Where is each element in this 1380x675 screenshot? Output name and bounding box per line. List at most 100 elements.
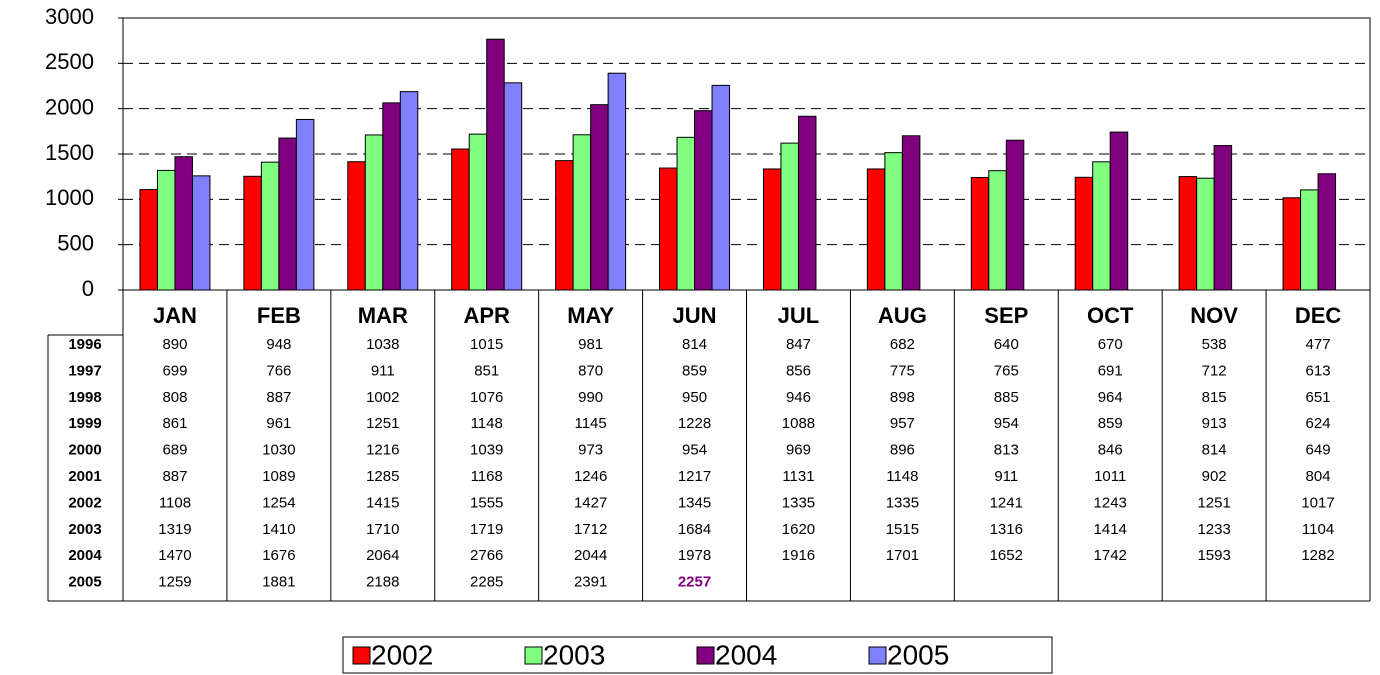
table-cell: 990 (578, 389, 603, 406)
table-cell: 851 (474, 362, 499, 379)
table-cell: 1015 (470, 336, 503, 353)
bar (555, 160, 574, 291)
bar (139, 189, 158, 291)
bar (243, 175, 262, 291)
table-cell: 1246 (574, 468, 607, 485)
table-cell: 846 (1098, 442, 1123, 459)
bar (866, 168, 886, 291)
row-label: 1998 (68, 389, 101, 406)
bar (347, 161, 366, 291)
table-cell: 691 (1098, 362, 1123, 379)
table-cell: 2064 (366, 547, 399, 564)
table-cell: 1620 (782, 521, 815, 538)
table-cell: 1684 (678, 521, 711, 538)
table-cell: 961 (266, 415, 291, 432)
bar (382, 102, 401, 291)
table-cell: 815 (1202, 389, 1227, 406)
table-cell: 1217 (678, 468, 711, 485)
table-cell: 1881 (262, 574, 295, 591)
table-cell: 1335 (782, 494, 815, 511)
x-tick-label: FEB (257, 303, 301, 328)
legend-swatch (524, 646, 543, 665)
table-cell: 1104 (1302, 521, 1334, 538)
table-cell: 1108 (159, 494, 191, 511)
y-tick-label: 1000 (45, 185, 94, 210)
table-cell: 1254 (262, 494, 295, 511)
table-cell: 640 (994, 336, 1019, 353)
row-label: 1996 (68, 336, 101, 353)
table-cell: 847 (786, 336, 811, 353)
table-cell: 973 (578, 442, 603, 459)
table-cell: 699 (162, 362, 187, 379)
bar (1213, 145, 1233, 291)
table-cell: 913 (1202, 415, 1227, 432)
bar (780, 142, 799, 291)
bar (451, 148, 470, 291)
table-cell: 954 (682, 442, 707, 459)
table-cell: 954 (994, 415, 1019, 432)
table-cell: 538 (1202, 336, 1227, 353)
table-cell: 1088 (782, 415, 815, 432)
bar (486, 38, 505, 291)
table-cell: 2285 (470, 574, 503, 591)
table-cell: 477 (1306, 336, 1331, 353)
table-cell: 689 (162, 442, 187, 459)
bar (1178, 176, 1198, 291)
bar (970, 176, 990, 291)
bar (694, 110, 713, 291)
row-label: 2002 (68, 494, 101, 511)
plot-area (122, 17, 1371, 291)
table-cell: 613 (1306, 362, 1331, 379)
y-tick-label: 0 (82, 276, 94, 301)
bar (1005, 139, 1025, 291)
bar (156, 169, 176, 291)
table-cell: 964 (1098, 389, 1123, 406)
table-cell: 1742 (1094, 547, 1127, 564)
table-cell: 1415 (366, 494, 399, 511)
table-cell: 2188 (366, 574, 399, 591)
table-cell: 1427 (574, 494, 607, 511)
table-cell: 1039 (470, 442, 503, 459)
table-cell: 651 (1306, 389, 1331, 406)
table-cell: 1089 (262, 468, 295, 485)
table-cell: 1515 (886, 521, 919, 538)
x-tick-label: JAN (153, 303, 197, 328)
table-cell: 1228 (678, 415, 711, 432)
x-tick-label: MAY (567, 303, 614, 328)
table-cell: 887 (266, 389, 291, 406)
table-cell: 969 (786, 442, 811, 459)
table-cell: 2257 (678, 574, 711, 591)
table-cell: 950 (682, 389, 707, 406)
table-cell: 1076 (470, 389, 503, 406)
table-cell: 814 (682, 336, 707, 353)
bar (468, 133, 488, 291)
table-cell: 859 (682, 362, 707, 379)
bar (399, 91, 419, 291)
table-cell: 1414 (1094, 521, 1127, 538)
table-cell: 1243 (1094, 494, 1127, 511)
table-cell: 1319 (158, 521, 191, 538)
row-label: 2003 (68, 521, 101, 538)
table-cell: 890 (162, 336, 187, 353)
table-cell: 775 (890, 362, 915, 379)
y-tick-label: 500 (57, 230, 94, 255)
table-cell: 1335 (886, 494, 919, 511)
table-cell: 1233 (1197, 521, 1230, 538)
table-cell: 624 (1306, 415, 1331, 432)
legend-label: 2004 (715, 639, 777, 670)
bar (1196, 177, 1215, 291)
bar (762, 168, 782, 291)
table-cell: 887 (162, 468, 187, 485)
table-cell: 2044 (574, 547, 607, 564)
bar (295, 118, 315, 291)
table-cell: 1593 (1197, 547, 1230, 564)
table-cell: 885 (994, 389, 1019, 406)
bar (191, 175, 211, 291)
table-cell: 1470 (158, 547, 191, 564)
x-tick-label: SEP (984, 303, 1028, 328)
bar (711, 84, 731, 291)
table-cell: 1916 (782, 547, 815, 564)
table-cell: 861 (162, 415, 187, 432)
table-cell: 1251 (366, 415, 399, 432)
